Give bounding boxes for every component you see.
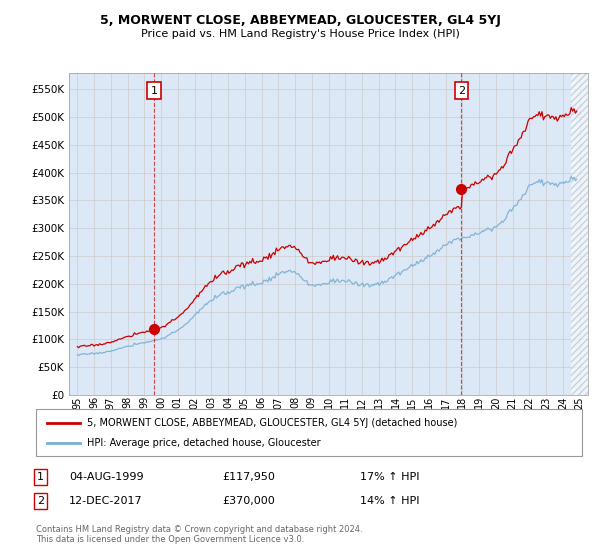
Text: £117,950: £117,950 <box>222 472 275 482</box>
Text: HPI: Average price, detached house, Gloucester: HPI: Average price, detached house, Glou… <box>87 438 320 448</box>
Text: Contains HM Land Registry data © Crown copyright and database right 2024.
This d: Contains HM Land Registry data © Crown c… <box>36 525 362 544</box>
Text: 5, MORWENT CLOSE, ABBEYMEAD, GLOUCESTER, GL4 5YJ: 5, MORWENT CLOSE, ABBEYMEAD, GLOUCESTER,… <box>100 14 500 27</box>
Text: 14% ↑ HPI: 14% ↑ HPI <box>360 496 419 506</box>
Text: 1: 1 <box>151 86 158 96</box>
Text: Price paid vs. HM Land Registry's House Price Index (HPI): Price paid vs. HM Land Registry's House … <box>140 29 460 39</box>
Text: 17% ↑ HPI: 17% ↑ HPI <box>360 472 419 482</box>
Bar <box>571 73 588 395</box>
Text: 5, MORWENT CLOSE, ABBEYMEAD, GLOUCESTER, GL4 5YJ (detached house): 5, MORWENT CLOSE, ABBEYMEAD, GLOUCESTER,… <box>87 418 457 428</box>
Text: 2: 2 <box>458 86 465 96</box>
Text: 1: 1 <box>37 472 44 482</box>
Text: £370,000: £370,000 <box>222 496 275 506</box>
Bar <box>571 73 588 395</box>
Text: 12-DEC-2017: 12-DEC-2017 <box>69 496 143 506</box>
Text: 04-AUG-1999: 04-AUG-1999 <box>69 472 143 482</box>
Text: 2: 2 <box>37 496 44 506</box>
